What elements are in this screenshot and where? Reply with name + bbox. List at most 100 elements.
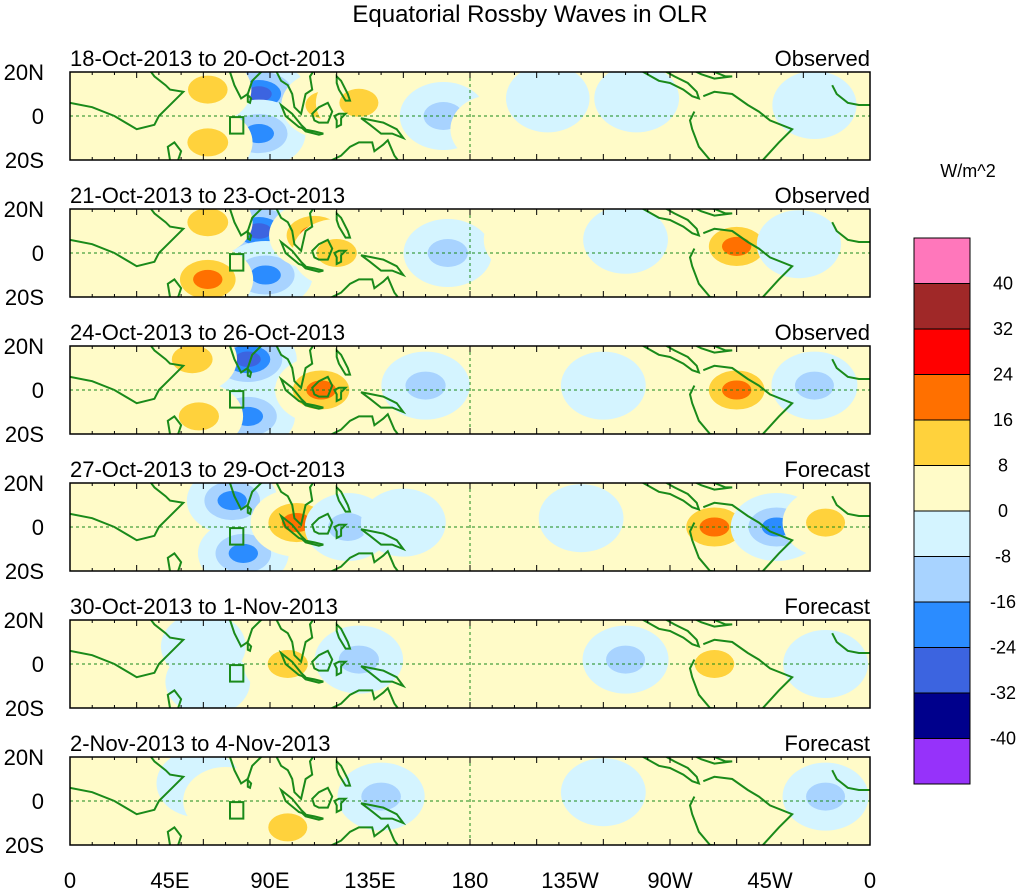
- australia-outline: [329, 823, 400, 845]
- colorbar-swatch: [913, 328, 971, 375]
- panel-status: Observed: [775, 320, 870, 345]
- contour-p1-a12-l1: [772, 72, 857, 139]
- philippines-outline: [335, 758, 352, 787]
- colorbar-level-label: 8: [998, 456, 1008, 476]
- central-america-outline: [641, 346, 701, 374]
- colorbar-level-label: -8: [995, 547, 1011, 567]
- colorbar-swatch: [913, 601, 971, 648]
- coastlines: [70, 209, 870, 297]
- sulawesi-outline: [333, 386, 349, 403]
- y-tick-label: 20S: [5, 559, 44, 584]
- y-tick-label: 20N: [4, 197, 44, 222]
- panel-date-range: 18-Oct-2013 to 20-Oct-2013: [70, 46, 345, 71]
- anomaly-field: [70, 757, 870, 845]
- madagascar-outline: [166, 552, 183, 571]
- y-tick-label: 20N: [4, 60, 44, 85]
- y-tick-label: 20S: [5, 422, 44, 447]
- west-africa-east-edge-outline: [831, 495, 870, 517]
- west-africa-east-edge-outline: [831, 632, 870, 654]
- contour-p3-a10-l2: [794, 371, 834, 400]
- panel-status: Observed: [775, 183, 870, 208]
- coastlines: [70, 620, 870, 708]
- colorbar-level-label: 32: [993, 319, 1013, 339]
- india-outline: [227, 346, 263, 374]
- contour-p4-a2-l3: [228, 543, 259, 563]
- java-outline: [300, 127, 324, 136]
- panel-4: 20N 0 20S 27-Oct-2013 to 29-Oct-2013 Forecas…: [4, 457, 871, 584]
- philippines-outline: [335, 484, 352, 513]
- x-tick-label: 135W: [541, 868, 599, 890]
- colorbar-swatch: [913, 692, 971, 739]
- chart-title: Equatorial Rossby Waves in OLR: [352, 1, 707, 28]
- new-guinea-outline: [360, 528, 407, 552]
- y-tick-label: 20N: [4, 471, 44, 496]
- south-america-outline: [688, 638, 794, 708]
- colorbar-level-label: -32: [990, 683, 1016, 703]
- new-guinea-outline: [360, 117, 407, 141]
- borneo-outline: [311, 238, 334, 261]
- caribbean-outline: [694, 72, 733, 80]
- se-asia-outline: [275, 72, 315, 116]
- y-tick-label: 20S: [5, 148, 44, 173]
- colorbar-swatch: [913, 556, 971, 603]
- x-axis: 0 45E 90E 135E 180 135W 90W 45W 0: [64, 868, 876, 890]
- india-outline: [227, 757, 263, 785]
- se-asia-outline: [275, 757, 315, 801]
- x-tick-label: 180: [452, 868, 489, 890]
- region-box: [229, 664, 245, 683]
- philippines-outline: [335, 347, 352, 376]
- new-guinea-outline: [360, 665, 407, 689]
- contour-p6-a6-l1: [560, 758, 646, 827]
- x-tick-label: 45E: [150, 868, 189, 890]
- colorbar-level-label: 0: [998, 501, 1008, 521]
- panel-date-range: 21-Oct-2013 to 23-Oct-2013: [70, 183, 345, 208]
- contour-p1-a10-l1: [594, 72, 680, 133]
- south-america-outline: [688, 90, 794, 160]
- colorbar-swatch: [913, 374, 971, 421]
- sulawesi-outline: [333, 797, 349, 814]
- contour-p1-a3-l2: [187, 75, 228, 104]
- colorbar-level-label: -16: [990, 592, 1016, 612]
- contour-p2-a1-l4: [246, 223, 272, 239]
- se-asia-outline: [275, 346, 315, 390]
- central-america-outline: [641, 757, 701, 785]
- south-america-outline: [688, 775, 794, 845]
- sri-lanka-outline: [246, 777, 253, 790]
- india-outline: [227, 483, 263, 511]
- madagascar-outline: [166, 826, 183, 845]
- madagascar-outline: [166, 689, 183, 708]
- west-africa-east-edge-outline: [831, 358, 870, 380]
- south-america-outline: [688, 227, 794, 297]
- sulawesi-outline: [333, 660, 349, 677]
- west-africa-east-edge-outline: [831, 769, 870, 791]
- region-box: [229, 390, 245, 409]
- west-africa-east-edge-outline: [831, 84, 870, 106]
- y-tick-label: 0: [32, 104, 44, 129]
- australia-outline: [329, 686, 400, 708]
- contour-p4-a5-l1: [360, 488, 446, 557]
- x-tick-label: 45W: [747, 868, 792, 890]
- se-asia-outline: [275, 209, 315, 253]
- colorbar-swatch: [913, 465, 971, 512]
- panel-stack: 20N 0 20S 18-Oct-2013 to 20-Oct-2013 Observe…: [4, 46, 871, 858]
- contour-p2-a9-l1: [583, 209, 668, 274]
- south-america-outline: [688, 501, 794, 571]
- contour-p3-a6-l2: [405, 371, 446, 400]
- colorbar-level-label: -24: [990, 638, 1016, 658]
- y-tick-label: 20N: [4, 334, 44, 359]
- colorbar-swatch: [913, 738, 971, 785]
- caribbean-outline: [694, 346, 733, 354]
- central-america-outline: [641, 483, 701, 511]
- contour-p3-a1-l4: [234, 351, 261, 367]
- contour-p4-a6-l1: [538, 484, 624, 553]
- colorbar-level-label: 24: [993, 365, 1013, 385]
- contour-p2-a7-l2: [427, 239, 468, 267]
- contour-p5-a2-l1: [165, 647, 251, 708]
- java-outline: [300, 812, 324, 821]
- madagascar-outline: [166, 141, 183, 160]
- coastlines: [70, 346, 870, 434]
- madagascar-outline: [166, 415, 183, 434]
- new-guinea-outline: [360, 802, 407, 826]
- sri-lanka-outline: [246, 229, 253, 242]
- y-tick-label: 20N: [4, 745, 44, 770]
